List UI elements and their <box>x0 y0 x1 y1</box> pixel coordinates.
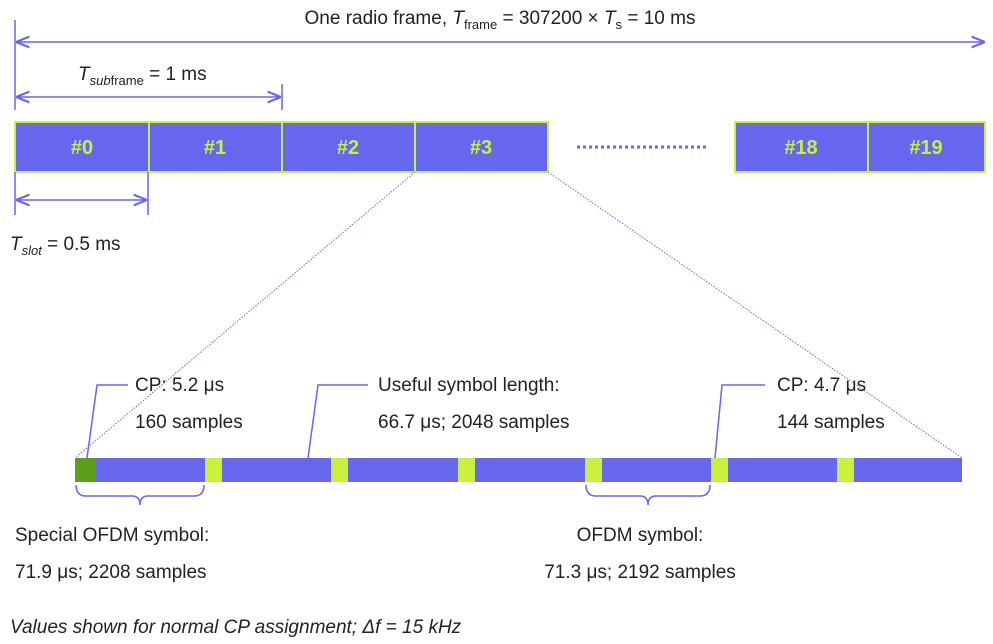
text-part: = 1 ms <box>144 64 207 85</box>
brace <box>585 484 711 506</box>
slot <box>148 121 283 173</box>
cp-group <box>205 458 854 482</box>
cp <box>205 458 222 482</box>
text-part: = 307200 × <box>497 8 604 29</box>
slot-bar <box>14 121 986 173</box>
callout-line <box>714 384 765 459</box>
zoom-line <box>547 171 963 459</box>
callout-text: 144 samples <box>777 412 885 433</box>
symbol-text: Special OFDM symbol: <box>15 525 209 546</box>
cp <box>837 458 854 482</box>
cp <box>711 458 728 482</box>
zoom-line <box>74 171 416 459</box>
callout-text: Useful symbol length: <box>378 375 560 396</box>
slot-label: #2 <box>337 137 359 159</box>
callout-line <box>86 384 128 459</box>
cp-special <box>75 458 96 482</box>
slot-label: #19 <box>909 137 942 159</box>
callout-line <box>307 384 368 459</box>
text-part: T <box>10 234 23 255</box>
footnote: Values shown for normal CP assignment; Δ… <box>10 617 462 638</box>
text-part: T <box>604 8 617 29</box>
text-part: One radio frame, <box>305 8 453 29</box>
text-part: s <box>616 17 623 32</box>
slot-label: #0 <box>71 137 93 159</box>
text-part: frame <box>111 73 144 88</box>
cp <box>458 458 475 482</box>
text-part: slot <box>22 243 44 258</box>
text-part: = 0.5 ms <box>42 234 121 255</box>
text-part: = 10 ms <box>622 8 695 29</box>
text-part: frame <box>464 17 497 32</box>
callout-text: CP: 5.2 μs <box>135 375 224 396</box>
slot <box>414 121 549 173</box>
symbol-text: 71.3 μs; 2192 samples <box>544 562 736 583</box>
slot-label: #1 <box>204 137 226 159</box>
callout-text: 160 samples <box>135 412 243 433</box>
text-part: T <box>452 8 465 29</box>
symbol-text: 71.9 μs; 2208 samples <box>15 562 207 583</box>
text-part: sub <box>90 73 111 88</box>
callout-text: CP: 4.7 μs <box>777 375 866 396</box>
slot-label: #3 <box>470 137 492 159</box>
cp <box>585 458 602 482</box>
text-part: T <box>78 64 91 85</box>
slot-duration-label: Tslot = 0.5 ms <box>10 234 121 258</box>
cp <box>331 458 348 482</box>
symbol-bar <box>75 458 962 482</box>
subframe-label: Tsubframe = 1 ms <box>78 64 207 88</box>
frame-label: One radio frame, Tframe = 307200 × Ts = … <box>305 8 696 32</box>
brace <box>75 484 205 506</box>
symbol-text: OFDM symbol: <box>577 525 704 546</box>
callout-text: 66.7 μs; 2048 samples <box>378 412 570 433</box>
slot-label: #18 <box>784 137 817 159</box>
slot <box>867 121 986 173</box>
